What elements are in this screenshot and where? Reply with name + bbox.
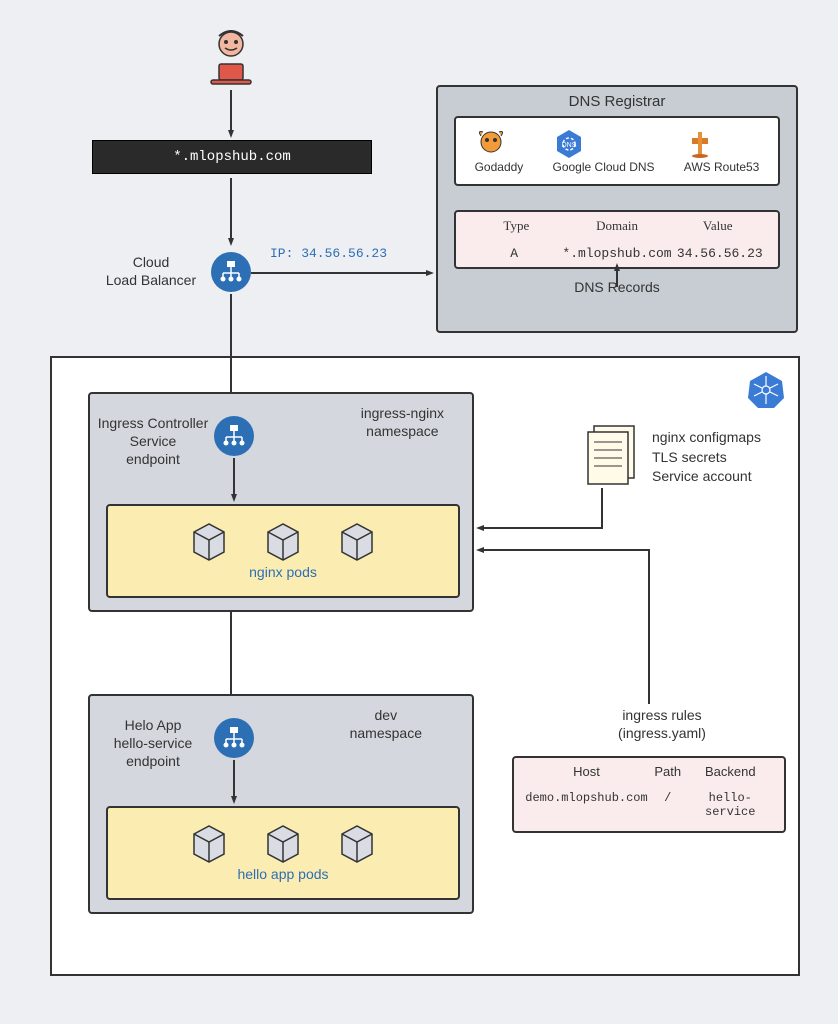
- ingress-rules-table: Host Path Backend demo.mlopshub.com / he…: [512, 756, 786, 833]
- lb-label: Cloud Load Balancer: [98, 253, 204, 289]
- dns-title: DNS Registrar: [438, 87, 796, 116]
- config-docs-labels: nginx configmaps TLS secrets Service acc…: [652, 428, 761, 487]
- kubernetes-logo-icon: [746, 370, 786, 410]
- dev-svc-label: Helo App hello-service endpoint: [94, 716, 212, 771]
- nginx-pods-caption: nginx pods: [249, 564, 317, 586]
- pod-cube-icon: [186, 516, 232, 562]
- ingress-rules-title: ingress rules (ingress.yaml): [592, 706, 732, 742]
- domain-text: *.mlopshub.com: [173, 149, 291, 165]
- hello-pods-box: hello app pods: [106, 806, 460, 900]
- ingress-svc-label: Ingress Controller Service endpoint: [94, 414, 212, 469]
- pod-cube-icon: [260, 516, 306, 562]
- dev-ns-label: dev namespace: [350, 706, 422, 742]
- dns-records-caption: DNS Records: [438, 275, 796, 303]
- ingress-ns-label: ingress-nginx namespace: [361, 404, 444, 440]
- pod-cube-icon: [334, 818, 380, 864]
- pod-cube-icon: [260, 818, 306, 864]
- provider-godaddy: Godaddy: [475, 128, 524, 174]
- dev-svc-icon: [214, 718, 254, 758]
- ingress-namespace-box: ingress-nginx namespace Ingress Controll…: [88, 392, 474, 612]
- provider-aws-route53: AWS Route53: [684, 128, 760, 174]
- dev-namespace-box: dev namespace Helo App hello-service end…: [88, 694, 474, 914]
- nginx-pods-box: nginx pods: [106, 504, 460, 598]
- load-balancer-icon: [211, 252, 251, 292]
- config-docs-icon: [582, 424, 640, 492]
- domain-bar: *.mlopshub.com: [92, 140, 372, 174]
- ingress-svc-icon: [214, 416, 254, 456]
- provider-gcp-dns: DNS Google Cloud DNS: [553, 128, 655, 174]
- user-icon: [205, 30, 257, 86]
- dns-records-table: Type Domain Value A *.mlopshub.com 34.56…: [454, 210, 780, 269]
- kubernetes-cluster: ingress-nginx namespace Ingress Controll…: [50, 356, 800, 976]
- ip-label: IP: 34.56.56.23: [270, 246, 387, 261]
- hello-pods-caption: hello app pods: [237, 866, 328, 888]
- dns-registrar-box: DNS Registrar Godaddy DNS Google Cloud D…: [436, 85, 798, 333]
- pod-cube-icon: [186, 818, 232, 864]
- dns-providers: Godaddy DNS Google Cloud DNS AWS Route53: [454, 116, 780, 186]
- svg-text:DNS: DNS: [561, 142, 576, 149]
- pod-cube-icon: [334, 516, 380, 562]
